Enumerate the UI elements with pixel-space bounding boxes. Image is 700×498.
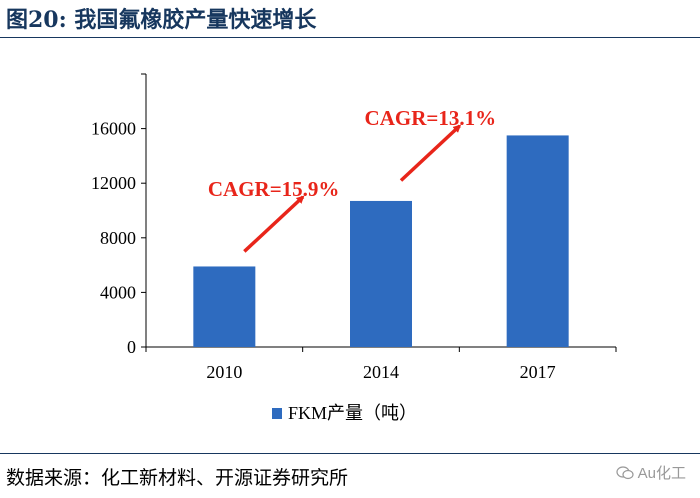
source-note: 数据来源：化工新材料、开源证券研究所 <box>6 467 349 489</box>
x-tick-label: 2010 <box>206 362 242 382</box>
watermark-text: Au化工 <box>637 465 686 482</box>
figure-title: 图20: 我国氟橡胶产量快速增长 <box>6 7 317 33</box>
x-tick-label: 2014 <box>363 362 399 382</box>
bar-2017 <box>506 135 569 347</box>
legend-label: FKM产量（吨） <box>288 403 417 423</box>
x-tick-label: 2017 <box>520 362 556 382</box>
bar-2010 <box>193 266 256 347</box>
cagr-arrow <box>243 195 305 253</box>
y-tick-label: 8000 <box>100 228 136 248</box>
cagr-label: CAGR=13.1% <box>365 106 497 130</box>
source-divider <box>0 453 700 454</box>
title-divider <box>0 37 700 38</box>
bar-2014 <box>350 200 412 347</box>
y-tick-label: 16000 <box>91 119 136 139</box>
cagr-label: CAGR=15.9% <box>208 177 340 201</box>
cagr-arrow <box>399 124 462 182</box>
title-bar: 图20: 我国氟橡胶产量快速增长 <box>0 0 700 36</box>
wechat-icon <box>616 465 634 479</box>
bar-chart: 0 4000 8000 12000 16000 2010 2014 2017 CAGR=15.9… <box>91 73 617 423</box>
y-tick-label: 12000 <box>91 173 136 193</box>
y-tick-label: 4000 <box>100 282 136 302</box>
chart-container: 0 4000 8000 12000 16000 2010 2014 2017 CAGR=15.9… <box>0 38 700 450</box>
legend-swatch <box>272 408 282 419</box>
watermark: Au化工 <box>616 462 686 483</box>
y-tick-label: 0 <box>127 337 136 357</box>
